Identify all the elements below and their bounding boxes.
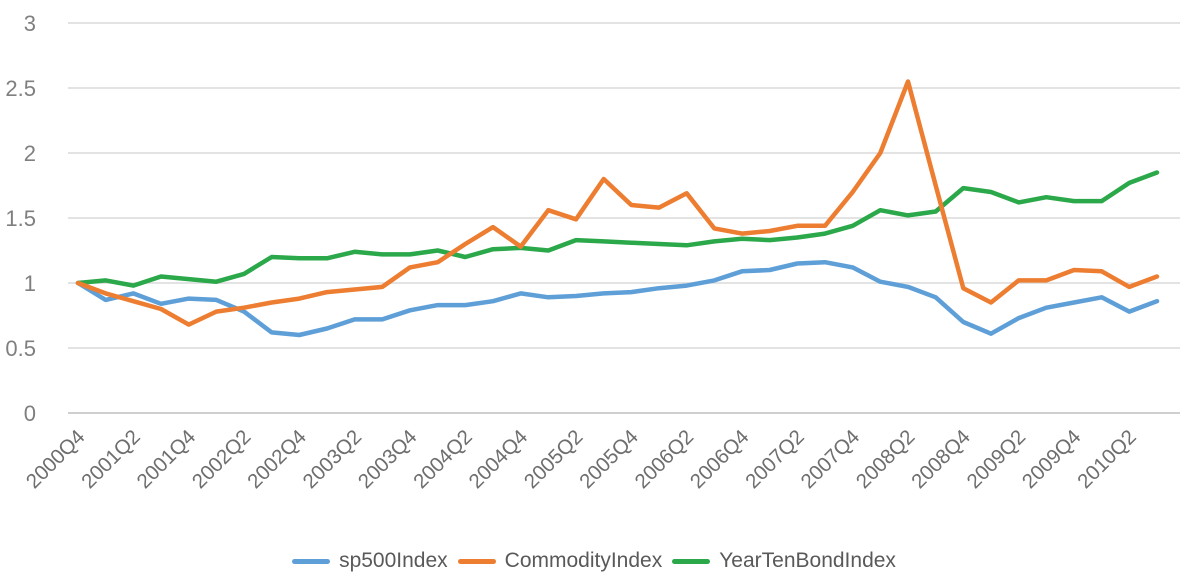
x-axis-tick-label: 2008Q2: [852, 425, 920, 493]
x-axis-tick-label: 2002Q2: [188, 425, 256, 493]
x-axis-tick-label: 2002Q4: [243, 425, 311, 493]
legend-label: CommodityIndex: [504, 549, 663, 572]
x-axis-tick-label: 2004Q4: [464, 425, 532, 493]
y-axis-tick-label: 0: [24, 401, 36, 426]
x-axis-tick-label: 2001Q2: [77, 425, 145, 493]
y-axis-tick-label: 2: [24, 141, 36, 166]
y-axis-tick-label: 3: [24, 11, 36, 36]
x-axis-tick-label: 2001Q4: [132, 425, 200, 493]
x-axis-tick-label: 2005Q4: [575, 425, 643, 493]
x-axis-tick-label: 2006Q2: [630, 425, 698, 493]
y-axis-tick-label: 2.5: [5, 76, 36, 101]
x-axis-tick-label: 2006Q4: [686, 425, 754, 493]
legend-item-commodity: CommodityIndex: [457, 549, 663, 573]
legend-swatch-commodity: [457, 558, 496, 564]
x-axis-tick-label: 2000Q4: [22, 425, 90, 493]
x-axis-tick-label: 2008Q4: [907, 425, 975, 493]
legend-swatch-bond: [672, 558, 711, 564]
x-axis-tick-label: 2007Q4: [796, 425, 864, 493]
chart-legend: sp500Index CommodityIndex YearTenBondInd…: [0, 544, 1188, 578]
x-axis-tick-label: 2003Q4: [354, 425, 422, 493]
series-line-CommodityIndex: [75, 79, 1160, 327]
x-axis-tick-label: 2009Q2: [962, 425, 1030, 493]
x-axis-tick-label: 2009Q4: [1018, 425, 1086, 493]
legend-item-bond: YearTenBondIndex: [672, 549, 896, 573]
y-axis-tick-label: 1.5: [5, 206, 36, 231]
legend-item-sp500: sp500Index: [292, 549, 448, 573]
x-axis-tick-label: 2003Q2: [298, 425, 366, 493]
legend-label: YearTenBondIndex: [719, 549, 896, 572]
y-axis-tick-label: 0.5: [5, 336, 36, 361]
y-axis-tick-label: 1: [24, 271, 36, 296]
x-axis-tick-label: 2004Q2: [409, 425, 477, 493]
x-axis-tick-label: 2007Q2: [741, 425, 809, 493]
legend-label: sp500Index: [339, 549, 448, 572]
x-axis-tick-label: 2010Q2: [1073, 425, 1141, 493]
series-line-YearTenBondIndex: [75, 170, 1160, 288]
legend-swatch-sp500: [292, 558, 331, 564]
series-line-sp500Index: [75, 259, 1160, 338]
x-axis-tick-label: 2005Q2: [520, 425, 588, 493]
